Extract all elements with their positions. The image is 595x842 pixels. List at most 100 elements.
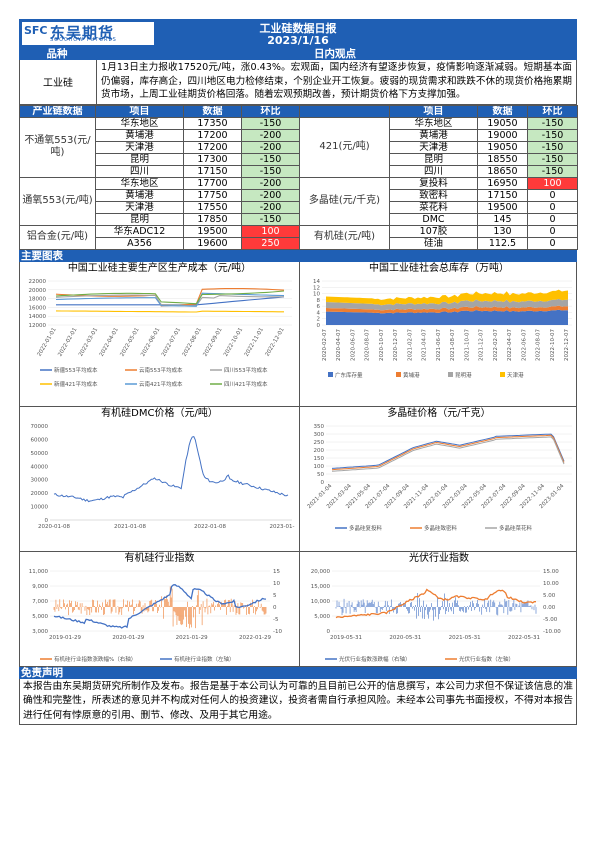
item-cell: 复投料: [389, 176, 478, 190]
legend-label: 云南553平均成本: [139, 366, 183, 374]
tick-label: 2022-12-07: [564, 328, 570, 360]
item-cell: A356: [95, 236, 184, 250]
item-cell: 致密料: [389, 188, 478, 202]
tick-label: 2021-08-07: [450, 328, 456, 360]
tick-label: 7,000: [32, 599, 48, 605]
row-group-label: 多晶硅(元/千克): [299, 176, 390, 226]
value-cell: 17850: [183, 212, 242, 226]
change-cell: 0: [527, 236, 578, 250]
item-cell: 天津港: [95, 200, 184, 214]
change-cell: 0: [527, 188, 578, 202]
row-group-label: 铝合金(元/吨): [19, 224, 96, 250]
value-cell: 17350: [183, 116, 242, 130]
legend-swatch: [448, 371, 453, 377]
tick-label: 20000: [31, 491, 49, 497]
tick-label: 8: [317, 297, 321, 303]
tick-label: 22000: [29, 279, 47, 285]
change-cell: 0: [527, 212, 578, 226]
value-cell: 17550: [183, 200, 242, 214]
tick-label: 2022-09-01: [202, 327, 223, 358]
daily-view: 工业硅 1月13日主力报收17520元/吨，涨0.43%。宏观面，国内经济有望逐…: [19, 60, 577, 105]
change-cell: -200: [241, 200, 300, 214]
legend-swatch: [396, 371, 401, 377]
column-header: 数据: [477, 104, 528, 118]
tick-label: 2022-06-07: [521, 328, 527, 360]
tick-label: 2022-08-01: [182, 327, 203, 358]
series-line: [55, 294, 285, 306]
series-line: [331, 433, 565, 469]
chart-title: 中国工业硅主要生产区生产成本（元/吨）: [67, 262, 252, 274]
table-row: 黄埔港 17750 -200 致密料 17150 0: [20, 188, 578, 202]
table-row: A356 19600 250 硅油 112.5 0: [20, 236, 578, 250]
table-row: 四川 17150 -150 四川 18650 -150: [20, 164, 578, 178]
tick-label: 10: [313, 291, 320, 297]
change-cell: -200: [241, 176, 300, 190]
value-cell: 19600: [183, 236, 242, 250]
tick-label: 200: [314, 448, 325, 454]
tick-label: 10.00: [543, 581, 559, 587]
legend-label: 云南421平均成本: [139, 380, 183, 388]
table-row: 天津港 17550 -200 菜花料 19500 0: [20, 200, 578, 214]
tick-label: 0: [327, 629, 331, 635]
tick-label: 2021-02-07: [407, 328, 413, 360]
chart-title: 有机硅DMC价格（元/吨）: [101, 407, 218, 419]
tick-label: 2: [317, 316, 321, 322]
legend-label: 多晶硅致密料: [424, 524, 458, 532]
brand-name-en: SOOCHOW FUTURES: [50, 37, 117, 43]
tick-label: 10: [273, 581, 280, 587]
chart-row-2: 有机硅DMC价格（元/吨） 70000 60000 50000 40000 30000 2…: [19, 406, 577, 552]
chart-title: 中国工业硅社会总库存（万吨）: [369, 262, 509, 274]
tick-label: 2022-04-07: [507, 328, 513, 360]
change-cell: -150: [527, 164, 578, 178]
tick-label: -10: [273, 629, 282, 635]
tick-label: 2022-03-01: [78, 327, 99, 358]
item-cell: 菜花料: [389, 200, 478, 214]
change-cell: 100: [527, 176, 578, 190]
legend-swatch: [500, 371, 505, 377]
tick-label: 5: [273, 593, 277, 599]
tick-label: 14: [313, 279, 320, 285]
tick-label: 2022-01-29: [239, 635, 271, 641]
item-cell: 四川: [389, 164, 478, 178]
section-bar-charts: 主要图表: [19, 249, 577, 262]
tick-label: 2021-10-07: [464, 328, 470, 360]
tick-label: 2020-02-07: [322, 328, 328, 360]
tick-label: -5: [273, 617, 279, 623]
tick-label: 2019-05-31: [330, 635, 362, 641]
item-cell: 黄埔港: [389, 128, 478, 142]
tick-label: 2022-10-01: [223, 327, 244, 358]
series-line: [53, 435, 289, 502]
tick-label: 50000: [31, 450, 49, 456]
value-cell: 19000: [477, 128, 528, 142]
column-header: 环比: [241, 104, 300, 118]
tick-label: 12: [313, 285, 320, 291]
legend-swatch: [328, 371, 333, 377]
tick-label: 70000: [31, 424, 49, 430]
tick-label: 2022-11-01: [244, 327, 265, 358]
tick-label: 30000: [31, 477, 49, 483]
legend-label: 有机硅行业指数涨跌幅%（右轴）: [54, 655, 136, 663]
tick-label: 12000: [29, 323, 47, 329]
tick-label: 2019-01-29: [49, 635, 81, 641]
tick-label: 350: [314, 424, 325, 430]
brand-logo: SFC 东吴期货 SOOCHOW FUTURES: [22, 22, 154, 45]
brand-name: 东吴期货: [50, 24, 115, 42]
industry-data-table: 产业链数据 项目 数据 环比 项目 数据 环比 不通氧553(元/吨) 华东地区 17350 -15…: [19, 104, 578, 250]
row-group-label: 通氧553(元/吨): [19, 176, 96, 226]
tick-label: 11,000: [29, 569, 49, 575]
tick-label: 60000: [31, 437, 49, 443]
tick-label: 50: [317, 472, 324, 478]
item-cell: 四川: [95, 164, 184, 178]
item-cell: 天津港: [389, 140, 478, 154]
series-area: [326, 289, 568, 305]
value-cell: 17150: [477, 188, 528, 202]
change-cell: -200: [241, 188, 300, 202]
value-cell: 18550: [477, 152, 528, 166]
table-row: 天津港 17200 -200 天津港 19050 -150: [20, 140, 578, 154]
tick-label: 15,000: [311, 584, 331, 590]
value-cell: 130: [477, 224, 528, 238]
change-cell: 100: [241, 224, 300, 238]
variety-heading: 品种: [46, 48, 68, 60]
column-header: 数据: [183, 104, 242, 118]
item-cell: 华东ADC12: [95, 224, 184, 238]
